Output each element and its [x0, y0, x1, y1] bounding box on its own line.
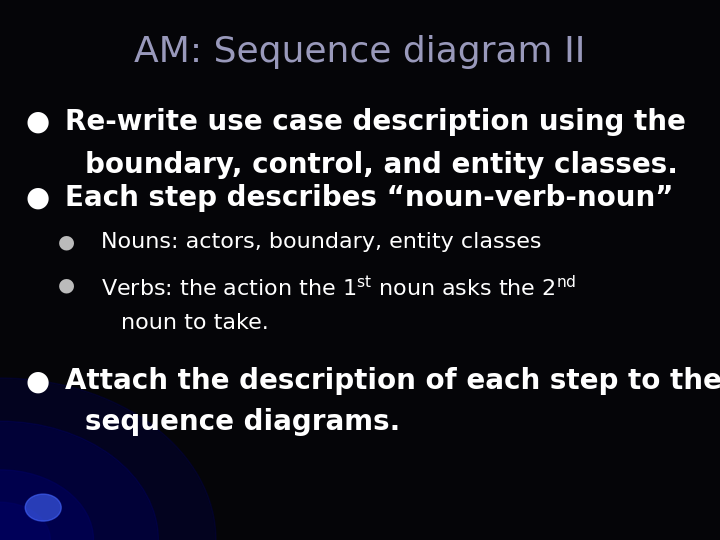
Text: ●: ● [25, 367, 50, 395]
Text: Re-write use case description using the: Re-write use case description using the [65, 108, 685, 136]
Circle shape [0, 378, 216, 540]
Text: ●: ● [58, 275, 75, 294]
Text: ●: ● [25, 108, 50, 136]
Circle shape [0, 421, 158, 540]
Text: sequence diagrams.: sequence diagrams. [85, 408, 400, 436]
Circle shape [0, 502, 50, 540]
Text: ●: ● [58, 232, 75, 251]
Text: Attach the description of each step to the: Attach the description of each step to t… [65, 367, 720, 395]
Text: noun to take.: noun to take. [121, 313, 269, 333]
Circle shape [0, 470, 94, 540]
Text: Each step describes “noun-verb-noun”: Each step describes “noun-verb-noun” [65, 184, 673, 212]
Text: AM: Sequence diagram II: AM: Sequence diagram II [135, 35, 585, 69]
Text: Nouns: actors, boundary, entity classes: Nouns: actors, boundary, entity classes [101, 232, 541, 252]
Text: boundary, control, and entity classes.: boundary, control, and entity classes. [85, 151, 678, 179]
Circle shape [25, 494, 61, 521]
Text: ●: ● [25, 184, 50, 212]
Text: Verbs: the action the 1$^{\mathregular{st}}$ noun asks the 2$^{\mathregular{nd}}: Verbs: the action the 1$^{\mathregular{s… [101, 275, 576, 301]
